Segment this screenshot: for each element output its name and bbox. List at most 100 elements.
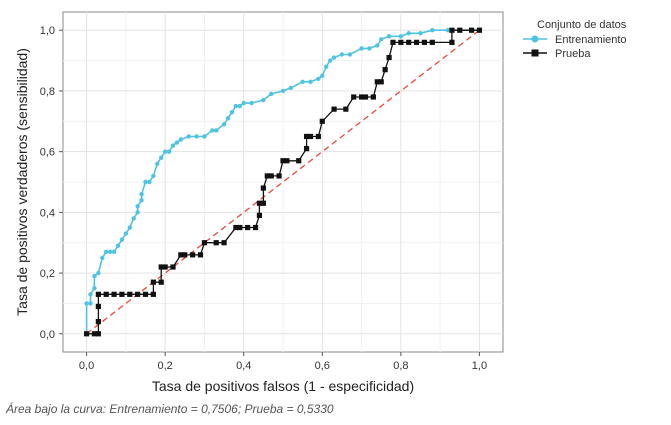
x-tick-label: 0,2 bbox=[157, 360, 172, 372]
data-point-prueba bbox=[190, 252, 196, 258]
data-point-prueba bbox=[343, 106, 349, 112]
data-point-prueba bbox=[307, 133, 314, 140]
legend-label-entrenamiento: Entrenamiento bbox=[555, 34, 627, 46]
x-tick-label: 0,8 bbox=[393, 360, 408, 372]
data-point-entrenamiento bbox=[261, 97, 266, 103]
data-point-entrenamiento bbox=[135, 204, 140, 209]
data-point-prueba bbox=[331, 106, 337, 112]
data-point-entrenamiento bbox=[92, 273, 97, 279]
data-point-prueba bbox=[449, 39, 455, 45]
data-point-entrenamiento bbox=[210, 128, 215, 133]
data-point-entrenamiento bbox=[123, 231, 129, 236]
data-point-prueba bbox=[252, 224, 259, 231]
data-point-entrenamiento bbox=[241, 100, 246, 106]
data-point-entrenamiento bbox=[84, 301, 89, 306]
data-point-prueba bbox=[260, 200, 266, 206]
data-point-prueba bbox=[83, 331, 90, 337]
data-point-entrenamiento bbox=[127, 225, 132, 230]
data-point-entrenamiento bbox=[96, 270, 101, 276]
data-point-entrenamiento bbox=[178, 137, 184, 142]
data-point-entrenamiento bbox=[367, 46, 372, 51]
data-point-prueba bbox=[142, 291, 149, 297]
data-point-entrenamiento bbox=[229, 109, 235, 115]
data-point-prueba bbox=[135, 291, 141, 297]
data-point-prueba bbox=[91, 331, 98, 337]
data-point-prueba bbox=[303, 133, 310, 140]
data-point-prueba bbox=[103, 291, 109, 297]
y-tick-label: 0,8 bbox=[40, 86, 55, 98]
x-tick-label: 0,4 bbox=[236, 360, 251, 372]
data-point-prueba bbox=[233, 224, 239, 231]
data-point-entrenamiento bbox=[119, 237, 125, 242]
data-point-prueba bbox=[378, 79, 384, 85]
data-point-entrenamiento bbox=[398, 34, 404, 39]
data-point-prueba bbox=[158, 279, 164, 285]
data-point-entrenamiento bbox=[233, 103, 239, 109]
data-point-prueba bbox=[256, 200, 263, 206]
data-point-prueba bbox=[95, 291, 101, 297]
x-tick-label: 1,0 bbox=[472, 360, 487, 372]
data-point-prueba bbox=[421, 39, 428, 45]
data-point-entrenamiento bbox=[104, 249, 109, 255]
data-point-prueba bbox=[162, 264, 168, 270]
data-point-entrenamiento bbox=[331, 55, 337, 60]
data-point-prueba bbox=[95, 331, 101, 337]
data-point-entrenamiento bbox=[249, 100, 254, 106]
data-point-prueba bbox=[95, 303, 101, 310]
data-point-prueba bbox=[150, 279, 156, 285]
data-point-entrenamiento bbox=[151, 173, 156, 179]
legend-label-prueba: Prueba bbox=[555, 48, 591, 60]
data-point-entrenamiento bbox=[214, 128, 219, 133]
data-point-entrenamiento bbox=[115, 243, 121, 248]
data-point-entrenamiento bbox=[288, 85, 294, 91]
data-point-prueba bbox=[284, 158, 290, 164]
data-point-prueba bbox=[468, 27, 475, 33]
grid bbox=[63, 12, 503, 352]
data-point-entrenamiento bbox=[147, 179, 152, 185]
data-point-prueba bbox=[358, 94, 365, 100]
data-point-prueba bbox=[303, 146, 310, 152]
legend-title: Conjunto de datos bbox=[537, 19, 627, 31]
data-point-entrenamiento bbox=[221, 122, 227, 127]
data-point-prueba bbox=[449, 27, 455, 33]
data-point-prueba bbox=[256, 212, 263, 218]
data-point-prueba bbox=[213, 240, 219, 246]
data-point-entrenamiento bbox=[174, 140, 180, 145]
data-point-entrenamiento bbox=[225, 116, 231, 121]
data-point-prueba bbox=[221, 240, 227, 246]
data-point-prueba bbox=[260, 185, 266, 191]
data-point-entrenamiento bbox=[139, 198, 144, 203]
data-point-prueba bbox=[197, 252, 204, 258]
data-point-prueba bbox=[201, 240, 208, 246]
legend: Conjunto de datos Entrenamiento Prueba bbox=[523, 19, 627, 60]
data-point-entrenamiento bbox=[300, 79, 305, 85]
y-tick-label: 0,4 bbox=[40, 207, 55, 219]
data-point-prueba bbox=[150, 291, 156, 297]
legend-marker-prueba bbox=[531, 49, 539, 57]
data-point-entrenamiento bbox=[308, 79, 313, 85]
data-point-entrenamiento bbox=[359, 46, 364, 51]
data-point-prueba bbox=[280, 158, 286, 164]
y-tick-label: 0,6 bbox=[40, 147, 55, 159]
data-point-prueba bbox=[182, 252, 188, 258]
data-point-entrenamiento bbox=[111, 249, 117, 255]
data-point-prueba bbox=[386, 54, 392, 61]
data-point-entrenamiento bbox=[88, 292, 93, 297]
y-axis-title: Tasa de positivos verdaderos (sensibilid… bbox=[14, 48, 30, 316]
x-tick-label: 0,6 bbox=[315, 360, 330, 372]
legend-marker-entrenamiento bbox=[531, 35, 539, 43]
data-point-entrenamiento bbox=[339, 52, 345, 57]
data-point-prueba bbox=[398, 39, 404, 45]
data-point-prueba bbox=[457, 27, 463, 33]
data-point-entrenamiento bbox=[430, 28, 435, 33]
data-point-prueba bbox=[406, 39, 412, 45]
data-point-prueba bbox=[476, 27, 483, 33]
y-tick-label: 1,0 bbox=[40, 25, 55, 37]
data-point-prueba bbox=[170, 264, 176, 270]
data-point-entrenamiento bbox=[92, 286, 97, 291]
data-point-entrenamiento bbox=[269, 91, 274, 97]
data-point-entrenamiento bbox=[139, 191, 144, 197]
data-point-prueba bbox=[429, 39, 435, 45]
data-point-prueba bbox=[119, 291, 125, 297]
data-point-entrenamiento bbox=[131, 216, 136, 221]
